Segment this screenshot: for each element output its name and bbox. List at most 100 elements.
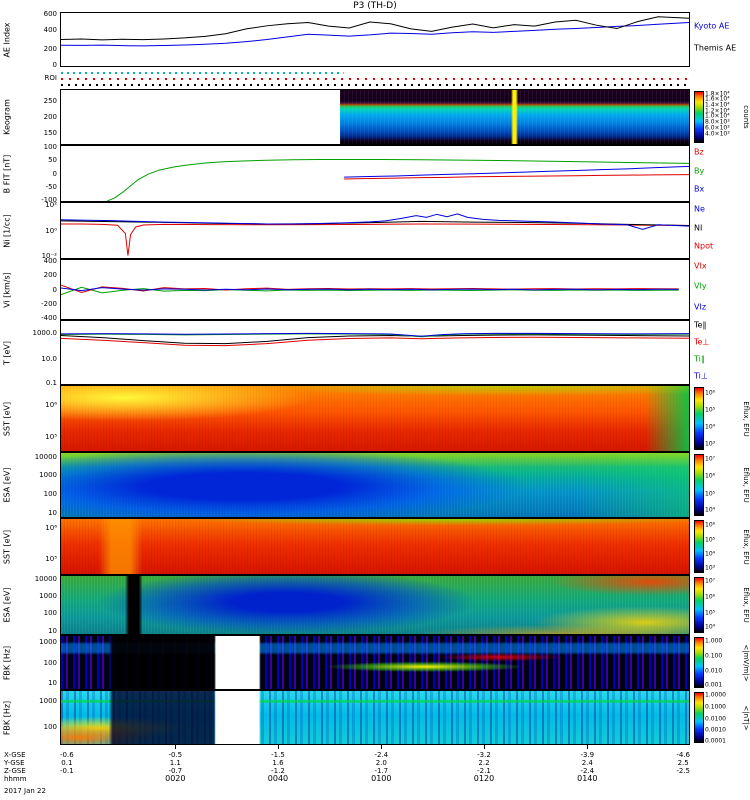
fbk-e-plot-area — [60, 635, 690, 690]
time-axis-column: -4.6 2.5 -2.5 — [676, 751, 690, 775]
tick-label: 100 — [43, 142, 57, 151]
tick-label: 100 — [43, 658, 57, 667]
time-tick-mark — [175, 745, 177, 749]
panel-fbk-bfield: FBK [Hz] 1000 100 1.0000 0.1000 0.0100 0.001… — [0, 690, 750, 745]
tick-label: 10⁰ — [45, 226, 57, 235]
sst-electron-plot-area — [60, 518, 690, 575]
esa-electron-ytick-labels: 10000 1000 100 10 — [14, 575, 60, 635]
bfit-ylabel: B FIT [nT] — [0, 145, 14, 202]
density-plot-area — [60, 202, 690, 259]
esa-electron-colorbar — [694, 577, 704, 633]
bfit-ylabel-text: B FIT [nT] — [2, 154, 12, 193]
tick-label: 0.1000 — [705, 703, 726, 711]
density-legend: Ne NI Npot — [690, 202, 750, 259]
velocity-ylabel: Vi [km/s] — [0, 259, 14, 320]
tick-label: 1000.0 — [32, 329, 58, 337]
ae-plot-area — [60, 12, 690, 67]
panel-bfit: B FIT [nT] 100 50 0 -50 -100 Bz By Bx — [0, 142, 750, 205]
sst-electron-colorbar-unit: Eflux, EFU — [742, 528, 750, 565]
tick-label: 150 — [43, 128, 57, 137]
keogram-colorbar — [694, 91, 704, 143]
viz-line — [61, 288, 679, 291]
panel-temperature: T [eV] 1000.0 10.0 0.1 Te∥ Te⊥ Ti∥ Ti⊥ — [0, 320, 750, 388]
time-axis-column: -3.2 2.2 -2.1 0120 — [473, 751, 495, 783]
tick-label: 1.2×10⁴ — [705, 107, 730, 115]
ti-perp-line — [61, 333, 689, 336]
tick-label: 0.1 — [45, 379, 57, 388]
tick-label: 1.8×10⁴ — [705, 90, 730, 98]
temperature-ylabel: T [eV] — [0, 320, 14, 385]
time-axis-column: -3.9 2.4 -2.4 0140 — [577, 751, 598, 783]
tick-label: 10⁴ — [705, 623, 716, 631]
fbk-e-ylabel: FBK [Hz] — [0, 635, 14, 690]
tick-label: 100 — [43, 609, 57, 618]
legend-entry: Te⊥ — [694, 337, 710, 347]
row-label-xgse: X-GSE — [4, 751, 26, 759]
legend-entry: Kyoto AE — [694, 21, 730, 31]
tick-label: 10⁶ — [705, 593, 716, 601]
esa-ion-colorbar-ticks: 10⁷ 10⁶ 10⁵ 10⁴ — [690, 454, 750, 516]
tick-label: 0.001 — [705, 681, 723, 689]
temperature-ylabel-text: T [eV] — [2, 340, 12, 365]
tick-label: 10⁴ — [705, 423, 716, 431]
panel-density: Ni [1/cc] 10² 10⁰ 10⁻² Ne NI Npot — [0, 200, 750, 260]
tick-label: 10² — [45, 200, 57, 209]
legend-entry: VIy — [694, 281, 707, 291]
legend-entry: Themis AE — [694, 43, 737, 53]
tick-label: 0.100 — [705, 652, 723, 660]
tick-label: 10⁶ — [705, 521, 716, 529]
tick-label: 1.0000 — [705, 691, 726, 699]
date-label: 2017 Jan 22 — [4, 787, 46, 795]
tick-label: -100 — [41, 196, 57, 205]
tick-label: 10³ — [705, 440, 716, 448]
tick-label: 200 — [43, 113, 57, 121]
fbk-b-plot-area — [60, 690, 690, 745]
row-label-ygse: Y-GSE — [4, 759, 25, 767]
esa-electron-ylabel-text: ESA [eV] — [2, 587, 12, 623]
time-axis-right-spacer — [690, 745, 750, 800]
esa-ion-ylabel-text: ESA [eV] — [2, 467, 12, 503]
tick-label: 1000 — [39, 471, 57, 480]
legend-entry: Npot — [694, 241, 714, 251]
fbk-b-colorbar-ticks: 1.0000 0.1000 0.0100 0.0010 0.0001 — [690, 691, 750, 745]
ne-line — [61, 214, 689, 229]
tick-label: 10⁵ — [45, 555, 57, 564]
esa-electron-colorbar-unit: Eflux, EFU — [742, 587, 750, 623]
sst-electron-ytick-labels: 10⁶ 10⁵ — [14, 518, 60, 575]
temperature-legend: Te∥ Te⊥ Ti∥ Ti⊥ — [690, 320, 750, 385]
time-axis-column: -0.5 1.1 -0.7 0020 — [165, 751, 186, 783]
themis-ae-line — [61, 17, 689, 40]
fbk-e-colorbar-unit: <|mV/m|> — [742, 643, 750, 682]
tick-label: 10⁵ — [705, 609, 716, 617]
tick-label: 10 — [48, 509, 57, 518]
roi-right-spacer — [690, 67, 750, 89]
panel-velocity: Vi [km/s] 400 200 0 -200 -400 VIx VIy VIz — [0, 257, 750, 322]
tick-label: -400 — [41, 313, 57, 322]
velocity-plot-svg — [61, 260, 689, 319]
time-tick-mark — [277, 745, 279, 749]
sst-electron-colorbar-area: 10⁶ 10⁵ 10⁴ 10³ Eflux, EFU — [690, 518, 750, 575]
npot-line — [61, 224, 689, 256]
tick-label: 10⁵ — [705, 536, 716, 544]
temperature-plot-svg — [61, 321, 689, 384]
tick-label: 10⁶ — [705, 472, 716, 480]
bfit-legend: Bz By Bx — [690, 145, 750, 202]
tick-label: 1.4×10⁴ — [705, 101, 730, 109]
temperature-plot-area — [60, 320, 690, 385]
tick-label: 0.0010 — [705, 726, 726, 734]
sst-ion-plot-area — [60, 385, 690, 452]
tick-label: 1000 — [39, 637, 57, 646]
sst-electron-ylabel: SST [eV] — [0, 518, 14, 575]
tick-label: 200 — [43, 271, 57, 280]
tick-label: 600 — [43, 9, 57, 18]
sst-ion-colorbar-ticks: 10⁶ 10⁵ 10⁴ 10³ — [690, 387, 750, 450]
keogram-plot-area — [60, 89, 690, 145]
bfit-plot-svg — [61, 146, 689, 201]
esa-electron-ylabel: ESA [eV] — [0, 575, 14, 635]
time-tick-mark — [381, 745, 383, 749]
time-axis-row-labels: X-GSE Y-GSE Z-GSE hhmm 2017 Jan 22 — [0, 745, 60, 800]
sst-electron-colorbar — [694, 520, 704, 573]
row-label-hhmm: hhmm — [4, 775, 27, 783]
velocity-plot-area — [60, 259, 690, 320]
viy-line — [61, 287, 679, 294]
